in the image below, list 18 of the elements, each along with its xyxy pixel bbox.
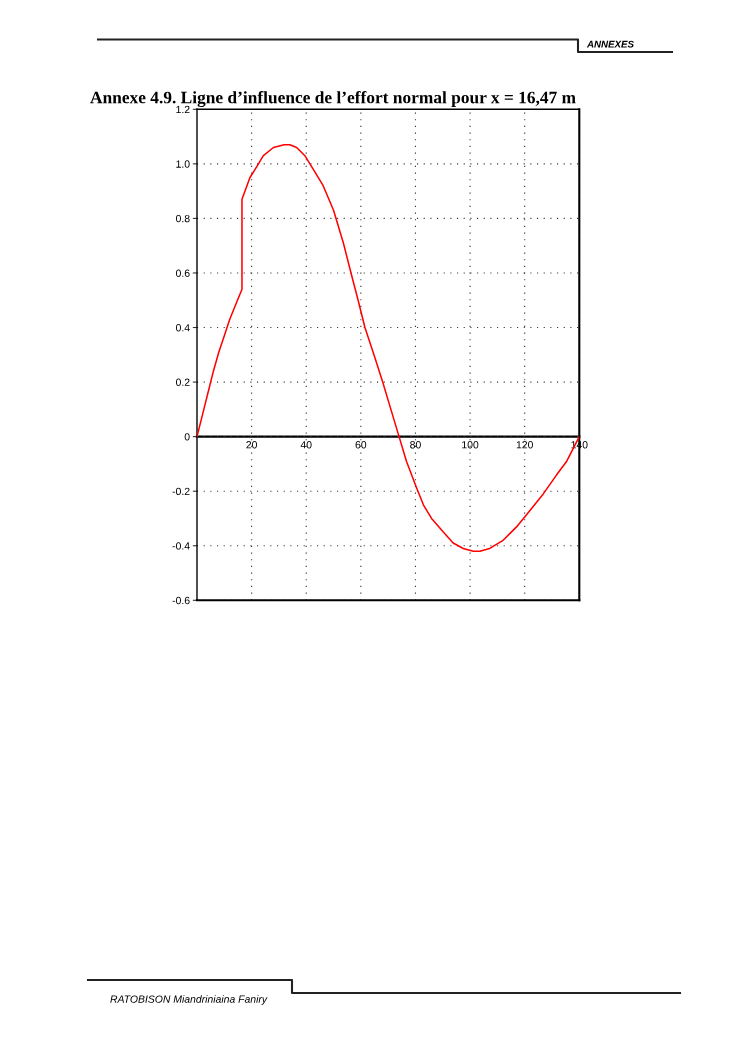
- x-tick-label: 100: [462, 441, 479, 449]
- x-tick-label: 60: [355, 441, 367, 449]
- x-tick-label: 40: [300, 441, 312, 449]
- x-tick-label: 120: [516, 441, 533, 449]
- y-tick-label: 0: [184, 433, 190, 441]
- x-tick-label: 80: [410, 441, 421, 449]
- y-tick-label: -0.2: [172, 487, 190, 496]
- y-tick-label: 0.4: [175, 324, 190, 332]
- x-tick-label: 20: [246, 441, 257, 449]
- y-tick-label: -0.4: [172, 542, 190, 550]
- y-tick-label: 0.8: [175, 214, 190, 223]
- text: ANNEXES: [586, 40, 634, 48]
- text: RATOBISON Miandriniaina Faniry: [110, 995, 268, 1005]
- y-tick-label: 1.2: [176, 105, 190, 114]
- y-tick-label: 0.2: [175, 378, 190, 386]
- y-tick-label: -0.6: [172, 596, 190, 605]
- y-tick-label: 1.0: [176, 160, 190, 168]
- y-tick-label: 0.6: [175, 269, 190, 277]
